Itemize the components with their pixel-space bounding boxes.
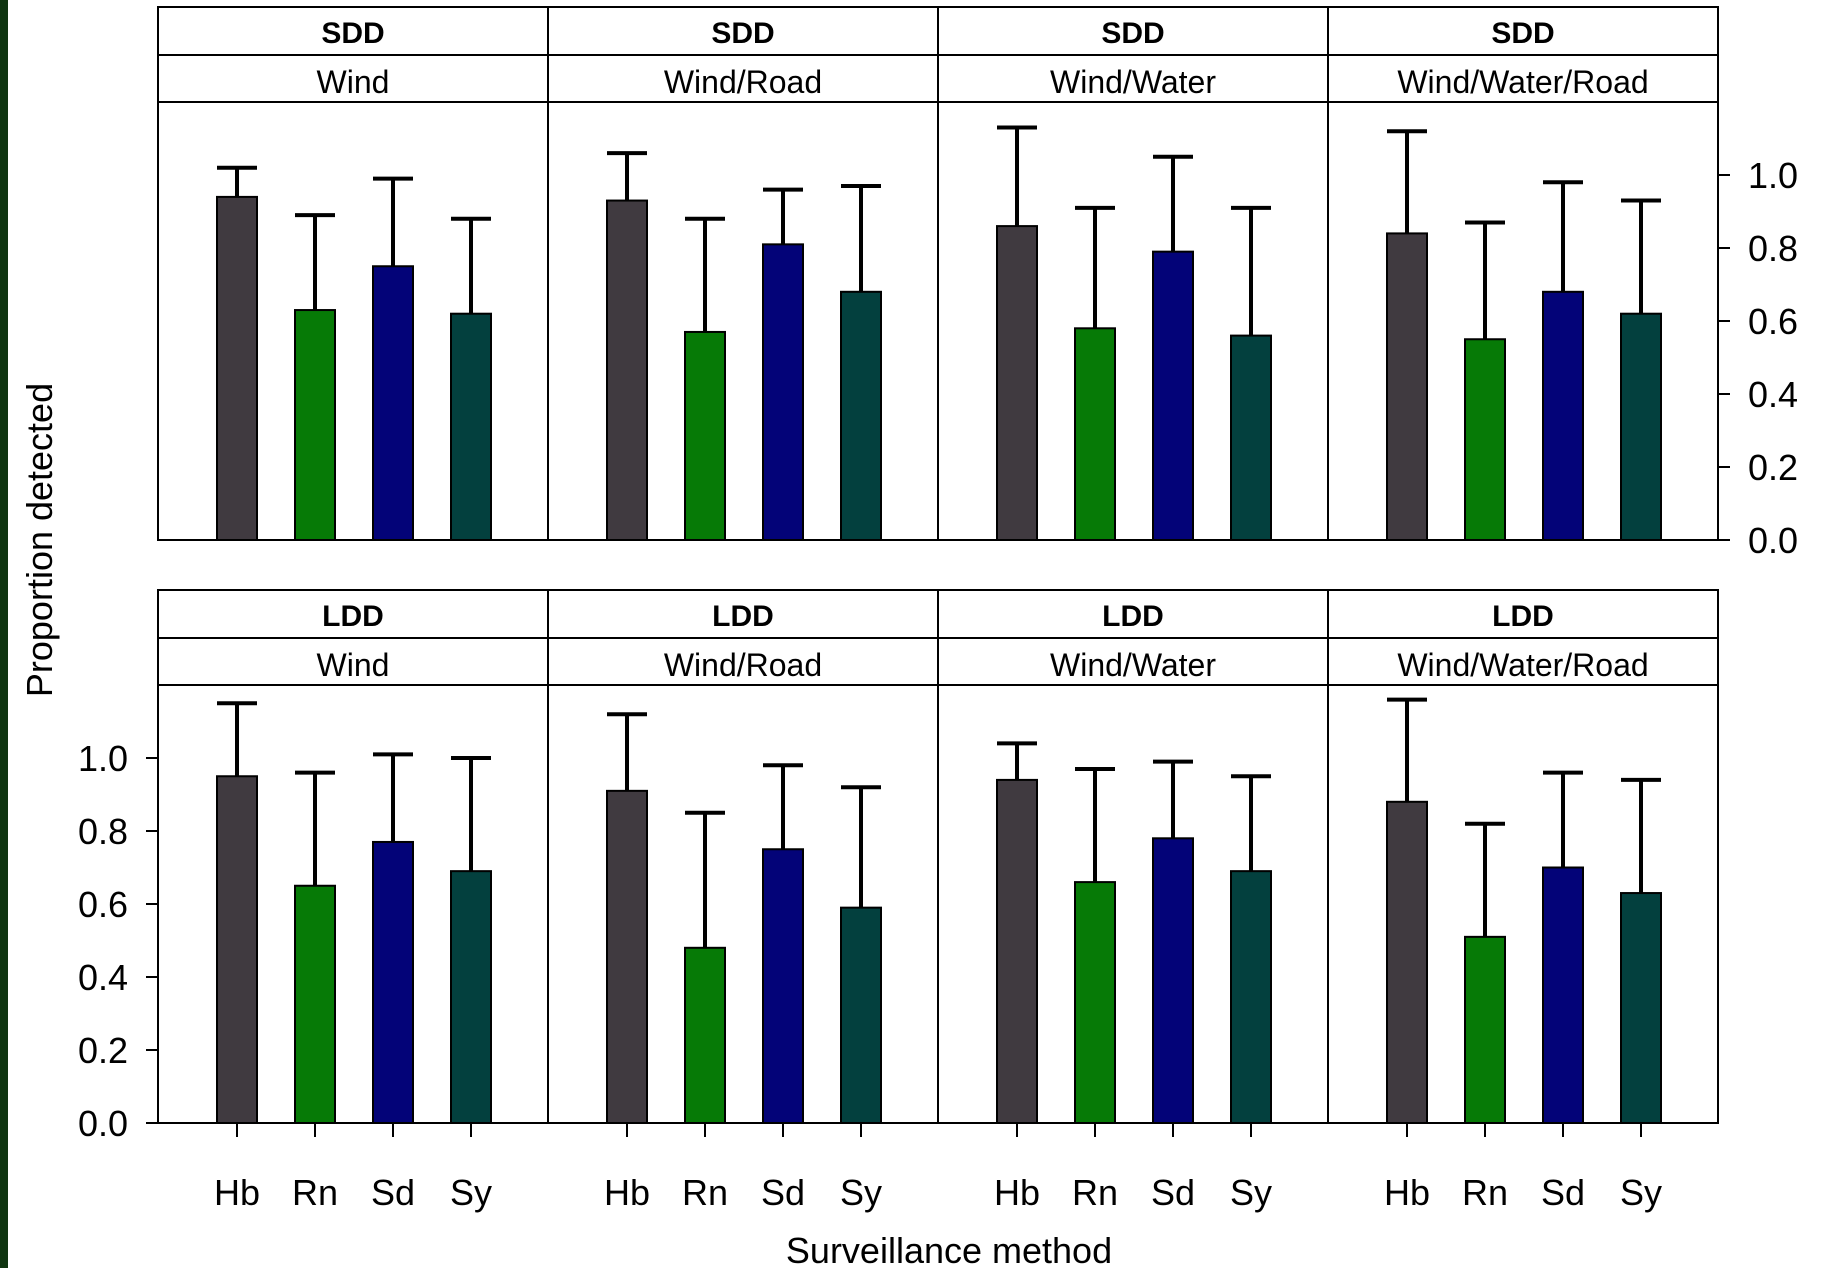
y-tick-label: 0.0	[78, 1103, 128, 1144]
bar	[372, 840, 414, 1124]
strip-box	[157, 6, 549, 56]
y-tick-label: 0.0	[1748, 520, 1798, 561]
x-tick-label: Rn	[1462, 1172, 1508, 1213]
y-axis-title: Proportion detected	[19, 383, 60, 697]
y-tick-label: 1.0	[1748, 155, 1798, 196]
strip-vector-label: Wind/Road	[664, 64, 822, 100]
strip-vector-label: Wind/Water	[1050, 64, 1216, 100]
bar	[450, 312, 492, 542]
x-tick-label: Sy	[1620, 1172, 1662, 1213]
bar	[606, 199, 648, 542]
strip-box	[1327, 54, 1719, 103]
strip-vector-label: Wind/Water	[1050, 647, 1216, 683]
x-tick-label: Rn	[292, 1172, 338, 1213]
strip-group-label: SDD	[1491, 17, 1554, 50]
strip-vector-label: Wind	[317, 647, 390, 683]
x-axis-title: Surveillance method	[786, 1230, 1112, 1268]
strip-box	[547, 54, 939, 103]
panel-frame	[1327, 684, 1719, 1124]
bar	[372, 265, 414, 541]
x-tick-label: Sy	[840, 1172, 882, 1213]
strip-vector-label: Wind/Water/Road	[1397, 64, 1648, 100]
bar	[1542, 866, 1584, 1124]
bar	[216, 195, 258, 541]
strip-box	[157, 54, 549, 103]
strip-vector-label: Wind/Water/Road	[1397, 647, 1648, 683]
bar	[762, 848, 804, 1124]
y-tick-label: 0.4	[1748, 374, 1798, 415]
bar	[684, 946, 726, 1124]
strip-box	[937, 6, 1329, 56]
x-tick-label: Rn	[682, 1172, 728, 1213]
strip-box	[937, 589, 1329, 639]
bar	[1074, 881, 1116, 1124]
bar	[1620, 892, 1662, 1124]
y-tick-label: 0.8	[78, 811, 128, 852]
strip-box	[1327, 637, 1719, 686]
strip-box	[157, 589, 549, 639]
bar	[1152, 250, 1194, 541]
x-tick-label: Sy	[450, 1172, 492, 1213]
bar	[996, 225, 1038, 541]
bar	[294, 309, 336, 541]
strip-box	[1327, 6, 1719, 56]
strip-group-label: LDD	[712, 600, 774, 633]
bar	[1464, 338, 1506, 541]
strip-box	[547, 637, 939, 686]
x-tick-label: Sd	[1541, 1172, 1585, 1213]
x-tick-label: Hb	[604, 1172, 650, 1213]
y-tick-label: 1.0	[78, 738, 128, 779]
strip-box	[937, 637, 1329, 686]
bar	[840, 290, 882, 541]
x-tick-label: Hb	[994, 1172, 1040, 1213]
chart-plot: SDD Wind SDD Wind/Road SDD Wind/Water SDD Wind/…	[19, 6, 1798, 1268]
x-tick-label: Sd	[371, 1172, 415, 1213]
bar	[216, 775, 258, 1124]
y-tick-label: 0.4	[78, 957, 128, 998]
bar	[1542, 290, 1584, 541]
strip-box	[1327, 589, 1719, 639]
strip-vector-label: Wind/Road	[664, 647, 822, 683]
bar	[1386, 232, 1428, 541]
strip-box	[157, 637, 549, 686]
x-tick-label: Sd	[1151, 1172, 1195, 1213]
bar	[1074, 327, 1116, 541]
y-tick-label: 0.2	[1748, 447, 1798, 488]
bar	[1620, 312, 1662, 542]
y-tick-label: 0.6	[78, 884, 128, 925]
bar	[450, 870, 492, 1125]
bar	[762, 243, 804, 541]
bar	[840, 906, 882, 1125]
strip-group-label: SDD	[321, 17, 384, 50]
strip-group-label: SDD	[711, 17, 774, 50]
bar	[294, 884, 336, 1124]
bar	[1152, 837, 1194, 1124]
bar	[1230, 334, 1272, 541]
x-tick-label: Hb	[214, 1172, 260, 1213]
strip-vector-label: Wind	[317, 64, 390, 100]
x-tick-label: Rn	[1072, 1172, 1118, 1213]
bar	[684, 330, 726, 542]
bar	[996, 778, 1038, 1125]
bar	[606, 789, 648, 1124]
bar	[1230, 870, 1272, 1125]
strip-group-label: LDD	[322, 600, 384, 633]
bar	[1386, 800, 1428, 1124]
y-tick-label: 0.6	[1748, 301, 1798, 342]
x-tick-label: Sd	[761, 1172, 805, 1213]
strip-group-label: SDD	[1101, 17, 1164, 50]
x-tick-label: Sy	[1230, 1172, 1272, 1213]
chart-figure: SDD Wind SDD Wind/Road SDD Wind/Water SDD Wind/…	[8, 0, 1825, 1268]
y-tick-label: 0.2	[78, 1030, 128, 1071]
strip-group-label: LDD	[1492, 600, 1554, 633]
bar	[1464, 935, 1506, 1124]
x-tick-label: Hb	[1384, 1172, 1430, 1213]
y-tick-label: 0.8	[1748, 228, 1798, 269]
strip-group-label: LDD	[1102, 600, 1164, 633]
